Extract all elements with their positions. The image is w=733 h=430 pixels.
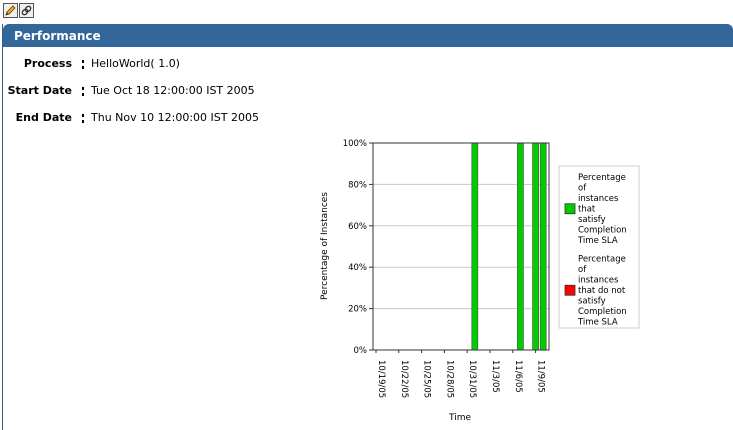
legend-label: Percentage of instances that satisfy Completi…	[577, 173, 627, 246]
y-axis-label: Percentage of Instances	[320, 192, 330, 300]
field-start-date: Start Date Tue Oct 18 12:00:00 IST 2005	[3, 84, 303, 102]
x-tick-label: 11/9/05	[536, 360, 546, 393]
bar-segment	[539, 142, 547, 351]
field-separator	[80, 57, 86, 73]
toolbar	[3, 3, 34, 19]
field-process: Process HelloWorld( 1.0)	[3, 57, 303, 75]
x-tick-label: 11/3/05	[490, 360, 500, 393]
y-tick-label: 20%	[348, 305, 367, 315]
legend-label: Percentage of instances that do not satisfy C…	[577, 255, 627, 328]
field-label: Start Date	[7, 84, 72, 97]
x-tick-label: 10/28/05	[444, 360, 454, 398]
field-value: HelloWorld( 1.0)	[91, 57, 180, 70]
pencil-icon[interactable]	[3, 3, 18, 18]
legend-item: Percentage of instances that do not satisfy C…	[564, 255, 627, 328]
field-separator	[80, 84, 86, 100]
legend-box	[558, 165, 640, 329]
chart-bars	[471, 142, 547, 351]
y-tick-label: 100%	[343, 139, 367, 149]
bar-segment	[471, 142, 479, 351]
bar-segment	[532, 142, 539, 351]
field-value: Tue Oct 18 12:00:00 IST 2005	[91, 84, 255, 97]
x-tick-label: 10/25/05	[422, 360, 432, 398]
portlet-title: Performance	[14, 29, 101, 43]
field-label: Process	[23, 57, 72, 70]
x-tick-label: 10/19/05	[376, 360, 386, 398]
field-label: End Date	[15, 111, 72, 124]
field-separator	[80, 111, 86, 127]
y-tick-label: 60%	[348, 222, 367, 232]
x-tick-label: 10/22/05	[399, 360, 409, 398]
y-tick-label: 40%	[348, 263, 367, 273]
link-icon[interactable]	[19, 3, 34, 18]
bar-segment	[517, 142, 524, 351]
legend-swatch	[564, 203, 576, 215]
x-axis-ticks: 10/19/05 10/22/05 10/25/05 10/28/05 10/31/05…	[375, 350, 546, 398]
x-tick-label: 11/6/05	[513, 360, 523, 393]
x-axis-label: Time	[448, 413, 471, 423]
plot-frame	[372, 142, 550, 351]
field-value: Thu Nov 10 12:00:00 IST 2005	[91, 111, 259, 124]
legend-swatch	[564, 284, 576, 296]
performance-portlet: Performance Process HelloWorld( 1.0) Sta…	[2, 24, 733, 430]
portlet-header: Performance	[3, 24, 733, 47]
legend: Percentage of instances that satisfy Completi…	[558, 165, 640, 329]
y-axis-ticks: 0% 20% 40% 60% 80% 100%	[343, 139, 373, 356]
legend-item: Percentage of instances that satisfy Completi…	[564, 173, 627, 246]
y-tick-label: 0%	[354, 346, 368, 356]
x-tick-label: 10/31/05	[467, 360, 477, 398]
y-tick-label: 80%	[348, 180, 367, 190]
field-end-date: End Date Thu Nov 10 12:00:00 IST 2005	[3, 111, 303, 129]
